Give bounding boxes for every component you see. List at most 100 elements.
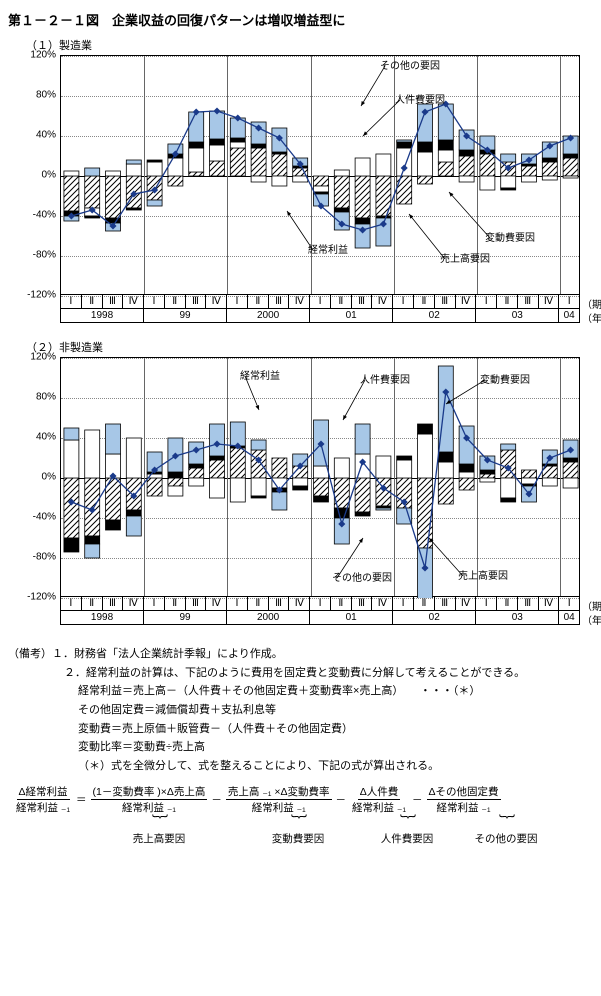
bar-segment-variable xyxy=(438,462,453,478)
line-marker xyxy=(234,442,241,449)
line-marker xyxy=(421,108,428,115)
line-marker xyxy=(525,156,532,163)
bar-segment-sales xyxy=(272,154,287,176)
xaxis-year: 02 xyxy=(393,611,476,625)
frac3-n: 売上高 ₋₁ ×Δ変動費率 xyxy=(226,784,332,800)
bar-segment-variable xyxy=(168,158,183,176)
bar-segment-other xyxy=(210,424,225,456)
line-marker xyxy=(421,564,428,571)
ytick-label: 120% xyxy=(30,352,56,363)
line-marker xyxy=(193,446,200,453)
xaxis-quarter: Ⅱ xyxy=(331,597,352,611)
xaxis-quarter: Ⅰ xyxy=(310,295,331,309)
bar-segment-other xyxy=(438,366,453,452)
bar-segment-other xyxy=(563,136,578,154)
xaxis-quarter: Ⅰ xyxy=(227,295,248,309)
bar-segment-other xyxy=(542,450,557,464)
xaxis-quarter: Ⅳ xyxy=(456,597,477,611)
bar-segment-variable xyxy=(106,454,121,478)
bar-segment-other xyxy=(459,426,474,464)
xaxis-quarter: Ⅱ xyxy=(248,597,269,611)
bar-segment-labor xyxy=(293,166,308,168)
eq-sign: ＝ xyxy=(76,792,87,807)
bar-segment-labor xyxy=(397,142,412,148)
bar-segment-other xyxy=(85,168,100,176)
bar-segment-variable xyxy=(230,478,245,502)
bar-segment-other xyxy=(272,492,287,510)
line-marker xyxy=(401,164,408,171)
bar-segment-sales xyxy=(522,470,537,478)
bar-segment-sales xyxy=(438,162,453,176)
bar-segment-sales xyxy=(542,466,557,478)
xaxis-quarter: Ⅱ xyxy=(497,295,518,309)
minus-3: － xyxy=(412,792,423,807)
xaxis-quarter: Ⅱ xyxy=(497,597,518,611)
formula-label-2: 変動費要因 xyxy=(272,833,325,845)
figure-title: 第１－２－１図 企業収益の回復パターンは増収増益型に xyxy=(8,10,593,29)
xaxis-quarter: Ⅰ xyxy=(310,597,331,611)
xaxis-year: 01 xyxy=(310,611,393,625)
line-marker xyxy=(338,220,345,227)
bar-segment-labor xyxy=(334,208,349,212)
bar-segment-variable xyxy=(397,148,412,176)
bar-segment-variable xyxy=(293,478,308,486)
bar-segment-labor xyxy=(480,470,495,474)
xaxis-quarter: Ⅱ xyxy=(331,295,352,309)
chart-annotation: 人件費要因 xyxy=(360,371,410,386)
frac2-n: (1－変動費率 )×Δ売上高 xyxy=(91,784,208,800)
bar-segment-sales xyxy=(230,148,245,176)
bar-segment-other xyxy=(397,508,412,524)
bar-segment-sales xyxy=(563,158,578,176)
bar-segment-variable xyxy=(397,460,412,478)
formula-labels: ︸売上高要因 ︸変動費要因 ︸人件費要因 ︸その他の要因 xyxy=(8,819,593,846)
bar-segment-variable xyxy=(272,176,287,186)
notes-head: （備考） xyxy=(8,648,52,660)
xaxis-quarter: Ⅳ xyxy=(539,295,560,309)
xaxis-quarter: Ⅲ xyxy=(352,597,373,611)
bar-segment-other xyxy=(126,516,141,536)
frac4-n: Δ人件費 xyxy=(358,784,401,800)
bar-segment-sales xyxy=(418,478,433,548)
bar-segment-other xyxy=(522,486,537,502)
ytick-label: 80% xyxy=(36,392,56,403)
xaxis-year: 99 xyxy=(144,309,227,323)
xaxis-quarter: Ⅰ xyxy=(144,295,165,309)
line-marker xyxy=(276,486,283,493)
frac5-n: Δその他固定費 xyxy=(427,784,501,800)
xaxis-quarter: Ⅰ xyxy=(61,295,82,309)
formula-label-4: その他の要因 xyxy=(475,833,538,845)
xaxis-quarter: Ⅲ xyxy=(186,597,207,611)
line-marker xyxy=(401,498,408,505)
ytick-label: 120% xyxy=(30,50,56,61)
xaxis-quarter: Ⅳ xyxy=(206,295,227,309)
bar-segment-other xyxy=(418,548,433,598)
xaxis-quarter: Ⅲ xyxy=(352,295,373,309)
bar-segment-variable xyxy=(147,162,162,176)
xaxis-quarter: Ⅳ xyxy=(123,295,144,309)
frac1-n: Δ経常利益 xyxy=(17,784,70,800)
line-marker xyxy=(546,454,553,461)
xaxis-quarter: Ⅱ xyxy=(165,295,186,309)
bar-segment-sales xyxy=(106,176,121,218)
xaxis-quarter: Ⅲ xyxy=(103,295,124,309)
bar-segment-sales xyxy=(210,161,225,176)
bar-segment-variable xyxy=(210,478,225,498)
bar-segment-labor xyxy=(397,456,412,460)
line-marker xyxy=(213,107,220,114)
line-marker xyxy=(380,220,387,227)
bar-segment-variable xyxy=(334,458,349,478)
bar-segment-other xyxy=(85,544,100,558)
bar-segment-variable xyxy=(251,478,266,496)
xaxis-quarter: Ⅱ xyxy=(82,295,103,309)
bar-segment-other xyxy=(230,422,245,446)
bar-segment-labor xyxy=(542,158,557,162)
ytick-label: -80% xyxy=(33,250,56,261)
bar-segment-other xyxy=(334,518,349,544)
bar-segment-sales xyxy=(376,478,391,506)
bar-segment-labor xyxy=(438,452,453,462)
frac2-d: 経常利益 ₋₁ xyxy=(120,800,178,815)
bar-segment-variable xyxy=(563,478,578,488)
xaxis-year: 1998 xyxy=(61,309,144,323)
bar-segment-sales xyxy=(64,478,79,538)
bar-segment-labor xyxy=(376,506,391,508)
